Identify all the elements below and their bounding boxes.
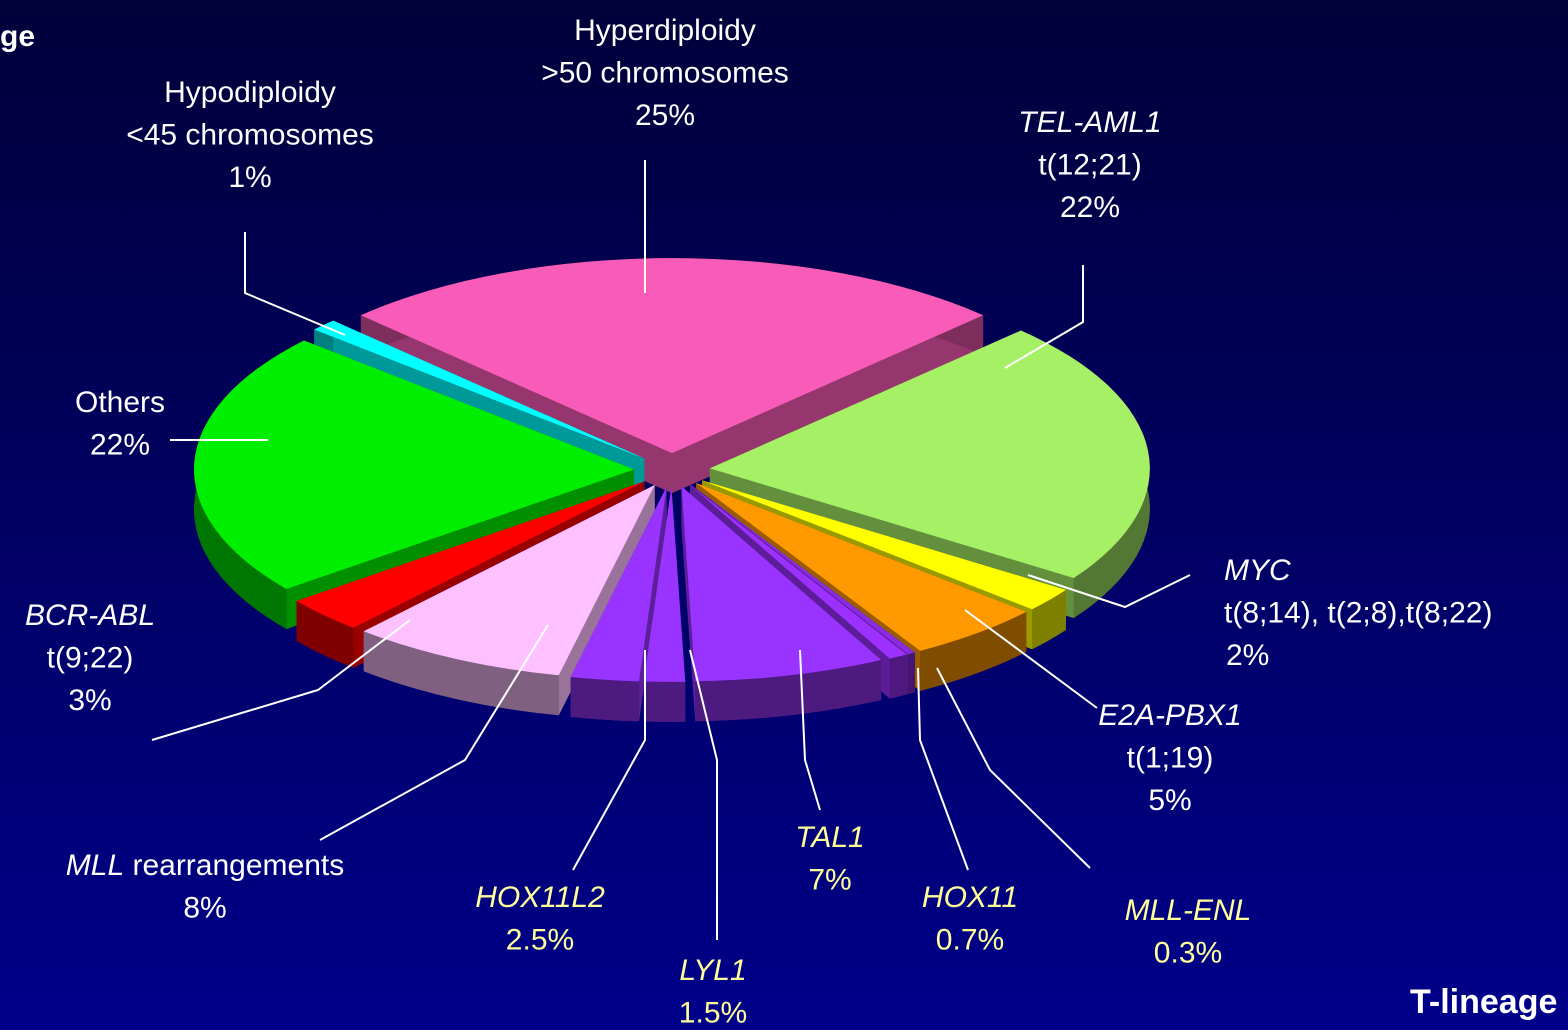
slice: [689, 484, 907, 659]
slice-side: [907, 652, 916, 695]
leader-line: [964, 609, 1098, 709]
slice-side: [570, 676, 640, 722]
slice-value-label: 1.5%: [679, 997, 747, 1030]
leader-line: [936, 667, 1091, 869]
leader-line: [151, 619, 411, 741]
slice-value-label: 1%: [228, 161, 271, 194]
slice: [314, 320, 645, 459]
slice-value-label: 25%: [635, 99, 695, 132]
slice: [643, 486, 686, 682]
slice: [702, 480, 1066, 610]
slice-label: Hypodiploidy: [164, 76, 336, 109]
slice: [696, 482, 1027, 651]
corner-text: ge: [0, 20, 35, 53]
leader-line: [1027, 574, 1191, 609]
slice: [709, 330, 1150, 579]
slice: [681, 486, 882, 682]
leader-line: [799, 649, 821, 811]
slice-detail: t(1;19): [1127, 742, 1214, 775]
slice-value-label: 2.5%: [506, 924, 574, 957]
slice: [363, 485, 655, 676]
slice-label: MLL rearrangements: [66, 849, 344, 882]
slice-value-label: 22%: [90, 429, 150, 462]
leader-line: [244, 232, 346, 336]
leader-line: [319, 624, 549, 841]
pie: [194, 258, 1150, 722]
slice: [194, 340, 635, 589]
slice-value-label: 8%: [183, 892, 226, 925]
label-part: rearrangements: [124, 849, 344, 882]
slice-label: Others: [75, 386, 165, 419]
slice-label: MLL-ENL: [1125, 894, 1252, 927]
slice-detail: >50 chromosomes: [541, 57, 789, 90]
slice-label: BCR-ABL: [25, 599, 155, 632]
slice-detail: t(12;21): [1038, 149, 1141, 182]
slice-side: [920, 611, 1027, 691]
slice-wall: [681, 486, 696, 722]
slice: [296, 481, 645, 628]
slice-label: TAL1: [795, 821, 864, 854]
slice-value-label: 0.7%: [936, 924, 1004, 957]
slice-value-label: 7%: [808, 864, 851, 897]
slice-label: LYL1: [679, 954, 746, 987]
slice-detail: t(8;14), t(2;8),t(8;22): [1224, 597, 1492, 630]
slice-label: TEL-AML1: [1018, 106, 1161, 139]
slice-label: HOX11: [922, 881, 1018, 914]
slice-value-label: 5%: [1148, 784, 1191, 817]
slice-value-label: 22%: [1060, 191, 1120, 224]
slice: [691, 484, 916, 655]
slice-label: HOX11L2: [475, 881, 605, 914]
slice-value-label: 0.3%: [1154, 937, 1222, 970]
slice-side: [296, 601, 354, 668]
slice-side: [695, 660, 882, 722]
slice-side: [363, 631, 559, 716]
slice-value-label: 3%: [68, 684, 111, 717]
slice-label: E2A-PBX1: [1098, 699, 1241, 732]
leader-line: [689, 649, 718, 940]
slice-detail: <45 chromosomes: [126, 119, 374, 152]
chart-title: T-lineage: [1410, 983, 1557, 1021]
slice-value-label: 2%: [1226, 639, 1269, 672]
leader-line: [917, 667, 969, 871]
slice-detail: t(9;22): [47, 642, 134, 675]
slice-wall: [672, 315, 984, 494]
slice-side: [1032, 589, 1066, 650]
leader-line: [572, 650, 646, 871]
slice: [360, 258, 984, 454]
slice: [570, 486, 667, 682]
slice-label: Hyperdiploidy: [574, 14, 756, 47]
slice-side: [643, 681, 686, 722]
slice-side: [889, 654, 907, 699]
leader-line: [1004, 265, 1084, 369]
slice-label: MYC: [1224, 554, 1291, 587]
label-part: MLL: [66, 849, 124, 882]
